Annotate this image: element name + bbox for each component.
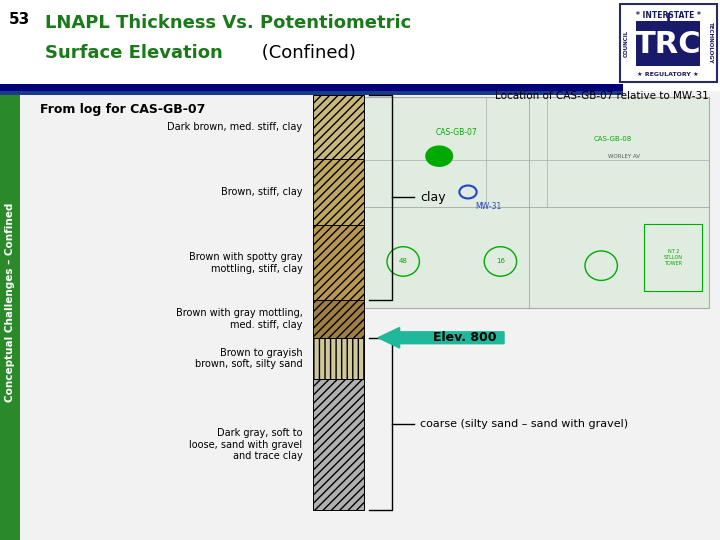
- Text: ★ REGULATORY ★: ★ REGULATORY ★: [637, 72, 699, 77]
- Bar: [0, 0, 720, 84]
- Bar: [644, 224, 702, 291]
- Text: TRC: TRC: [635, 30, 701, 58]
- Bar: [313, 159, 364, 226]
- Bar: [313, 300, 364, 338]
- Text: * INTERSTATE *: * INTERSTATE *: [636, 11, 701, 20]
- Text: TECHNOLOGY: TECHNOLOGY: [708, 22, 713, 64]
- Text: Surface Elevation: Surface Elevation: [45, 44, 222, 62]
- Text: MW-31: MW-31: [475, 202, 501, 211]
- Circle shape: [426, 146, 452, 166]
- Bar: [349, 97, 709, 308]
- Text: COUNCIL: COUNCIL: [624, 30, 629, 57]
- Text: 48: 48: [399, 259, 408, 265]
- Text: Brown, stiff, clay: Brown, stiff, clay: [221, 187, 302, 197]
- Bar: [636, 22, 701, 66]
- FancyArrow shape: [378, 327, 504, 348]
- Text: NT 2
STLLON
TOWER: NT 2 STLLON TOWER: [664, 249, 683, 266]
- Bar: [313, 338, 364, 379]
- Text: (Confined): (Confined): [256, 44, 356, 62]
- Text: clay: clay: [420, 191, 446, 204]
- Text: Brown to grayish
brown, soft, silty sand: Brown to grayish brown, soft, silty sand: [195, 348, 302, 369]
- Bar: [313, 226, 364, 300]
- Text: I: I: [665, 12, 671, 26]
- Bar: [0, 84, 623, 91]
- Text: Elev. 800: Elev. 800: [433, 331, 496, 344]
- Text: Dark gray, soft to
loose, sand with gravel
and trace clay: Dark gray, soft to loose, sand with grav…: [189, 428, 302, 461]
- Text: LNAPL Thickness Vs. Potentiometric: LNAPL Thickness Vs. Potentiometric: [45, 14, 411, 31]
- Bar: [0, 91, 623, 95]
- Bar: [313, 94, 364, 159]
- Bar: [313, 379, 364, 510]
- Text: From log for CAS-GB-07: From log for CAS-GB-07: [40, 103, 205, 116]
- Text: CAS-GB-08: CAS-GB-08: [594, 136, 632, 143]
- Text: Brown with gray mottling,
med. stiff, clay: Brown with gray mottling, med. stiff, cl…: [176, 308, 302, 330]
- Bar: [0, 95, 20, 540]
- Text: Location of CAS-GB-07 relative to MW-31: Location of CAS-GB-07 relative to MW-31: [495, 91, 709, 101]
- Text: Dark brown, med. stiff, clay: Dark brown, med. stiff, clay: [167, 122, 302, 132]
- Text: Brown with spotty gray
mottling, stiff, clay: Brown with spotty gray mottling, stiff, …: [189, 252, 302, 274]
- Bar: [618, 0, 720, 91]
- Text: Conceptual Challenges – Confined: Conceptual Challenges – Confined: [5, 202, 15, 402]
- Text: WORLEY AV: WORLEY AV: [608, 154, 640, 159]
- Text: CAS-GB-07: CAS-GB-07: [436, 129, 477, 137]
- Text: 53: 53: [9, 12, 30, 27]
- Text: coarse (silty sand – sand with gravel): coarse (silty sand – sand with gravel): [420, 419, 628, 429]
- Text: 16: 16: [496, 259, 505, 265]
